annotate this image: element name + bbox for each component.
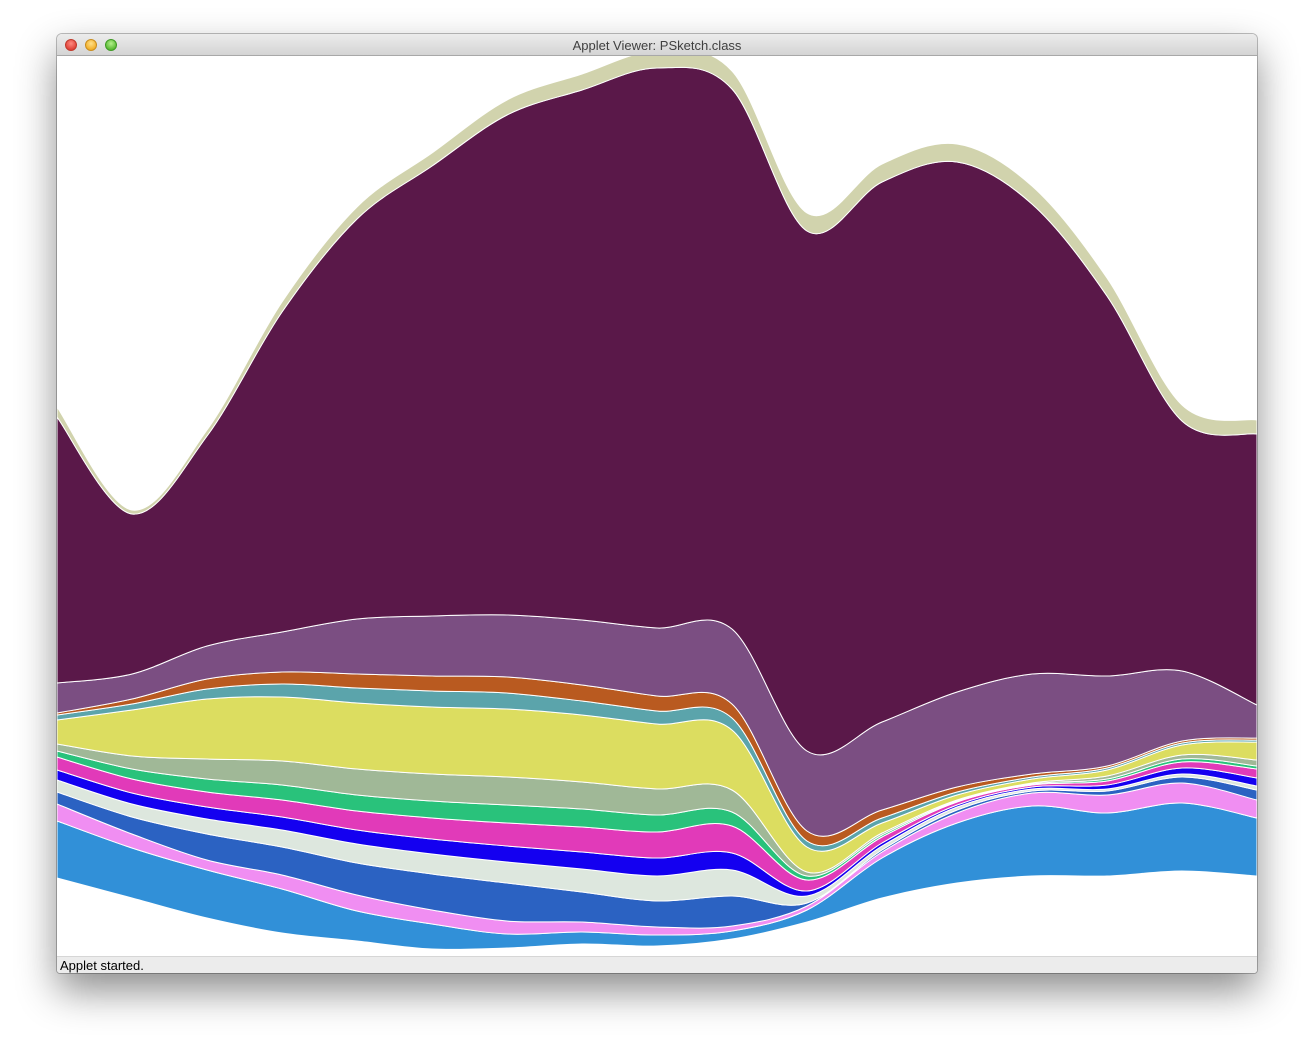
status-text: Applet started. — [60, 958, 144, 973]
window-title: Applet Viewer: PSketch.class — [572, 38, 742, 53]
zoom-button[interactable] — [105, 39, 117, 51]
stream-layer-14 — [57, 49, 1257, 515]
status-bar: Applet started. — [57, 956, 1257, 973]
applet-canvas[interactable] — [57, 49, 1257, 956]
applet-window: Applet Viewer: PSketch.class Applet star… — [57, 34, 1257, 973]
title-bar[interactable]: Applet Viewer: PSketch.class — [57, 34, 1257, 56]
minimize-button[interactable] — [85, 39, 97, 51]
close-button[interactable] — [65, 39, 77, 51]
streamgraph-chart — [57, 49, 1257, 950]
